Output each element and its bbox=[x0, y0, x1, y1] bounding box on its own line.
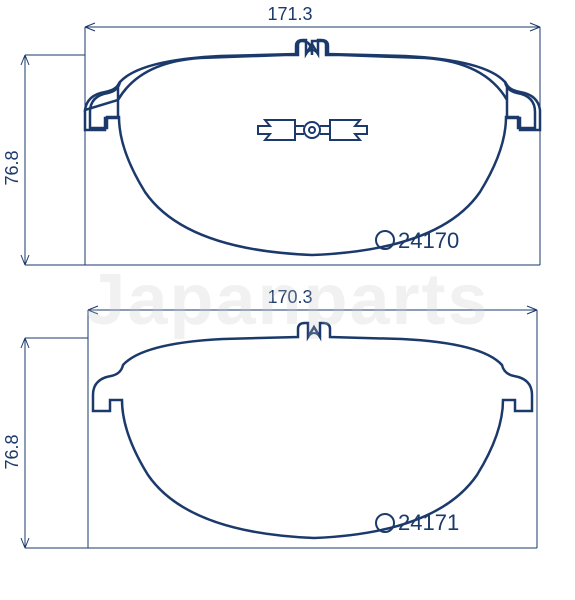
bottom-width-dimension bbox=[21, 306, 537, 548]
center-stud bbox=[258, 120, 367, 140]
bottom-width-label: 170.3 bbox=[267, 287, 312, 307]
top-part-number: 24170 bbox=[398, 228, 459, 253]
technical-drawing: 171.3 76.8 170.3 76.8 24170 24171 bbox=[0, 0, 575, 600]
bottom-height-label: 76.8 bbox=[2, 434, 22, 469]
bottom-part-number: 24171 bbox=[398, 510, 459, 535]
brake-pad-top bbox=[85, 40, 540, 255]
brake-pad-bottom bbox=[93, 323, 532, 538]
top-height-label: 76.8 bbox=[2, 150, 22, 185]
top-width-label: 171.3 bbox=[267, 4, 312, 24]
top-width-dimension bbox=[21, 23, 540, 265]
